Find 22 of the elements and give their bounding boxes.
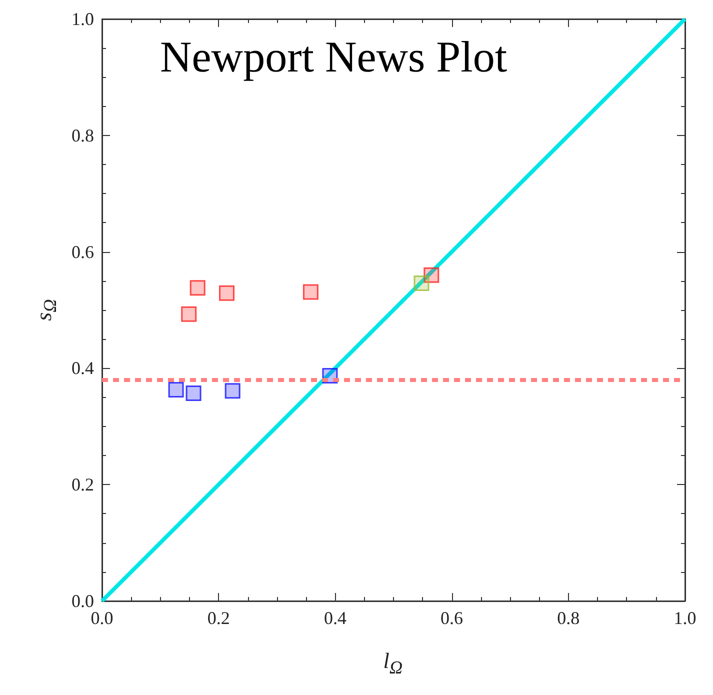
y-tick-label: 0.0 bbox=[72, 591, 94, 611]
point bbox=[224, 383, 240, 399]
y-tick-label: 0.6 bbox=[72, 242, 94, 262]
y-tick-label: 0.2 bbox=[72, 474, 94, 495]
point bbox=[302, 284, 318, 300]
x-tick-label: 0.6 bbox=[440, 608, 464, 628]
x-tick-label: 0.8 bbox=[557, 608, 580, 628]
x-tick-label: 0.2 bbox=[207, 608, 230, 628]
x-axis-title: l$_{Ω}$ bbox=[383, 648, 403, 678]
point bbox=[186, 385, 202, 401]
point bbox=[181, 306, 197, 322]
y-tick-label: 0.4 bbox=[72, 358, 94, 378]
x-tick-label: 1.0 bbox=[674, 608, 696, 628]
y-tick-label: 1.0 bbox=[72, 9, 94, 29]
y-tick-label: 0.8 bbox=[72, 125, 94, 146]
x-tick-label: 0.0 bbox=[90, 608, 114, 628]
x-tick-label: 0.4 bbox=[324, 608, 346, 628]
point bbox=[219, 285, 235, 301]
point bbox=[190, 280, 206, 296]
point bbox=[168, 382, 184, 398]
point bbox=[414, 275, 430, 291]
chart-title: Newport News Plot bbox=[160, 32, 508, 82]
